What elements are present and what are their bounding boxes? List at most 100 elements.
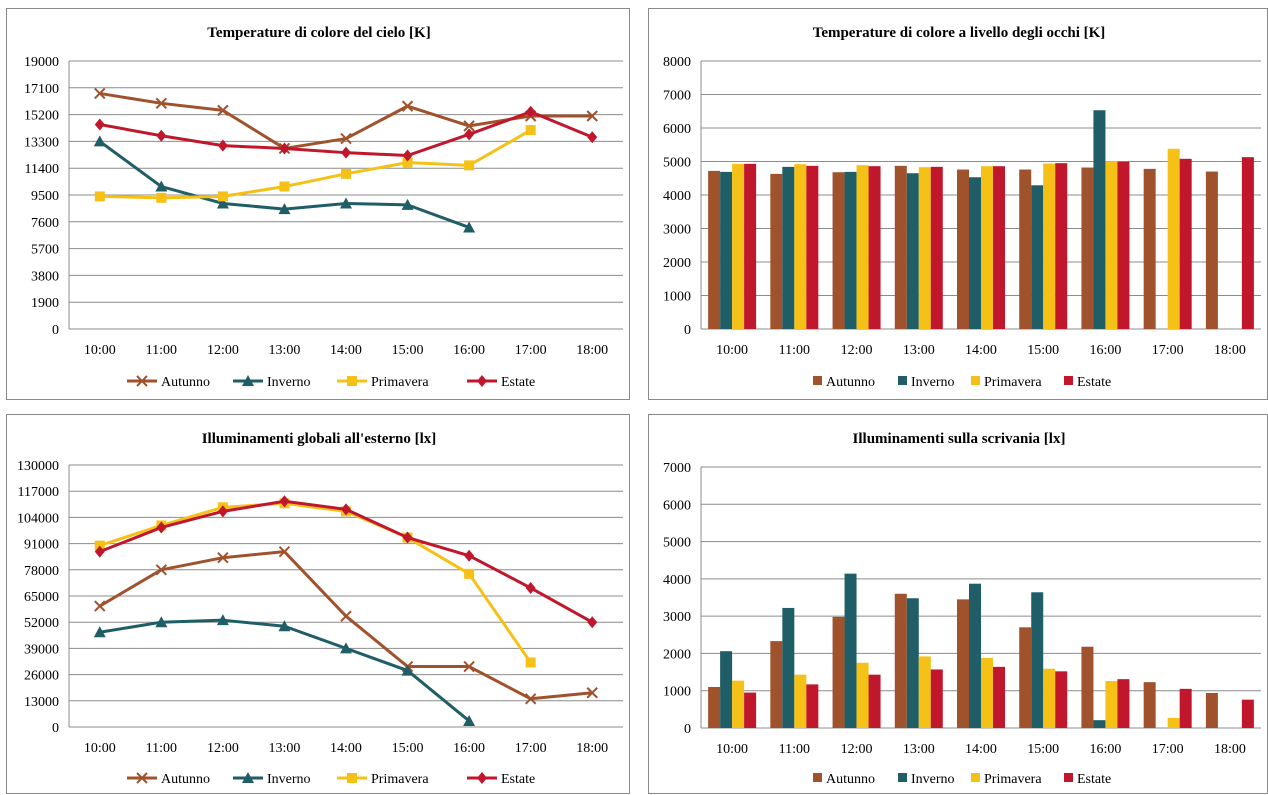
bar-inverno <box>720 171 733 329</box>
data-point-autunno <box>463 660 475 673</box>
legend-swatch <box>898 376 907 385</box>
data-point-autunno <box>94 600 106 612</box>
bar-inverno <box>782 166 795 329</box>
bar-autunno <box>770 641 783 728</box>
y-tick-label: 52000 <box>24 616 59 631</box>
legend-item-inverno: Inverno <box>233 772 311 787</box>
legend-marker <box>136 772 148 784</box>
legend-item-inverno: Inverno <box>898 772 955 787</box>
y-tick-label: 0 <box>684 323 691 338</box>
data-point-inverno <box>463 714 476 726</box>
y-tick-label: 2000 <box>663 256 691 271</box>
data-point-estate <box>587 616 598 629</box>
data-point-autunno <box>401 100 414 112</box>
y-tick-label: 65000 <box>24 590 59 605</box>
chart-outdoor-illuminance: Illuminamenti globali all'esterno [lx] 0… <box>6 414 630 794</box>
y-tick-label: 117000 <box>18 485 59 500</box>
legend-item-primavera: Primavera <box>971 772 1042 787</box>
data-point-inverno <box>401 198 414 210</box>
y-tick-label: 39000 <box>24 642 59 657</box>
legend-item-estate: Estate <box>1064 772 1111 787</box>
data-point-autunno <box>586 687 598 699</box>
data-point-inverno <box>216 197 229 209</box>
bar-primavera <box>856 165 869 329</box>
data-point-estate <box>341 146 351 159</box>
legend-marker <box>347 773 357 783</box>
data-point-autunno <box>94 87 106 100</box>
data-point-primavera <box>279 181 290 192</box>
data-point-estate <box>94 118 105 131</box>
x-tick-label: 14:00 <box>965 343 997 358</box>
data-point-autunno <box>463 120 475 132</box>
y-tick-label: 8000 <box>663 55 691 70</box>
chart-svg: Illuminamenti globali all'esterno [lx] 0… <box>17 431 623 787</box>
x-tick-label: 12:00 <box>841 343 873 358</box>
bar-estate <box>993 666 1005 728</box>
legend-label: Primavera <box>371 772 429 787</box>
x-tick-label: 11:00 <box>146 343 177 358</box>
legend-marker <box>242 772 254 783</box>
x-tick-label: 13:00 <box>903 742 935 757</box>
y-tick-label: 19000 <box>24 55 59 70</box>
data-point-estate <box>402 149 413 162</box>
bar-autunno <box>708 170 721 329</box>
data-point-estate <box>587 131 598 144</box>
bar-inverno <box>1093 720 1106 728</box>
bar-inverno <box>1093 110 1106 330</box>
series-line-estate <box>99 499 593 624</box>
legend-item-estate: Estate <box>1064 375 1111 390</box>
bar-primavera <box>856 662 869 728</box>
legend-item-autunno: Autunno <box>127 772 210 787</box>
bar-primavera <box>1167 717 1180 728</box>
x-tick-label: 18:00 <box>576 343 608 358</box>
data-point-autunno <box>217 552 229 564</box>
x-tick-label: 18:00 <box>1214 343 1246 358</box>
chart-title: Temperature di colore a livello degli oc… <box>813 25 1106 41</box>
y-tick-label: 7600 <box>31 216 59 231</box>
x-tick-label: 10:00 <box>84 343 116 358</box>
data-point-inverno <box>278 203 291 215</box>
bar-primavera <box>918 656 931 728</box>
chart-title: Temperature di colore del cielo [K] <box>207 25 430 41</box>
x-tick-label: 15:00 <box>392 741 424 756</box>
bar-primavera <box>981 166 993 329</box>
chart-svg: Temperature di colore del cielo [K] 0 190… <box>24 25 623 390</box>
data-point-estate <box>217 139 228 152</box>
y-tick-label: 0 <box>52 721 59 736</box>
legend-marker <box>347 376 357 386</box>
chart-desk-illuminance: Illuminamenti sulla scrivania [lx] 0 1000… <box>648 414 1268 794</box>
bar-autunno <box>957 599 969 728</box>
y-tick-label: 6000 <box>663 498 691 513</box>
bar-autunno <box>1143 168 1156 329</box>
bar-estate <box>930 669 943 728</box>
chart-title: Illuminamenti sulla scrivania [lx] <box>853 431 1066 447</box>
legend-swatch <box>1064 773 1073 782</box>
x-tick-label: 16:00 <box>453 343 485 358</box>
data-point-primavera <box>341 168 351 179</box>
y-tick-label: 0 <box>52 323 59 338</box>
bar-inverno <box>844 573 857 728</box>
bar-primavera <box>1043 163 1056 329</box>
y-tick-label: 2000 <box>663 647 691 662</box>
bar-autunno <box>770 173 783 329</box>
data-point-inverno <box>278 620 291 632</box>
chart-eye-level-color-temperature: Temperature di colore a livello degli oc… <box>648 8 1268 400</box>
bar-estate <box>1055 163 1068 329</box>
bar-autunno <box>1019 627 1032 728</box>
legend-item-primavera: Primavera <box>337 772 429 787</box>
y-tick-label: 11400 <box>25 162 59 177</box>
data-point-autunno <box>340 132 352 145</box>
y-tick-label: 13000 <box>24 695 59 710</box>
bar-estate <box>744 692 757 728</box>
legend-label: Inverno <box>267 772 311 787</box>
data-point-autunno <box>524 693 537 705</box>
data-point-inverno <box>93 626 106 638</box>
y-tick-label: 3000 <box>663 610 691 625</box>
x-tick-label: 11:00 <box>146 741 177 756</box>
y-tick-label: 1900 <box>31 296 59 311</box>
data-point-inverno <box>155 180 168 192</box>
legend-item-primavera: Primavera <box>337 375 429 390</box>
y-tick-label: 4000 <box>663 573 691 588</box>
bar-estate <box>744 163 757 329</box>
bar-autunno <box>1081 646 1094 728</box>
